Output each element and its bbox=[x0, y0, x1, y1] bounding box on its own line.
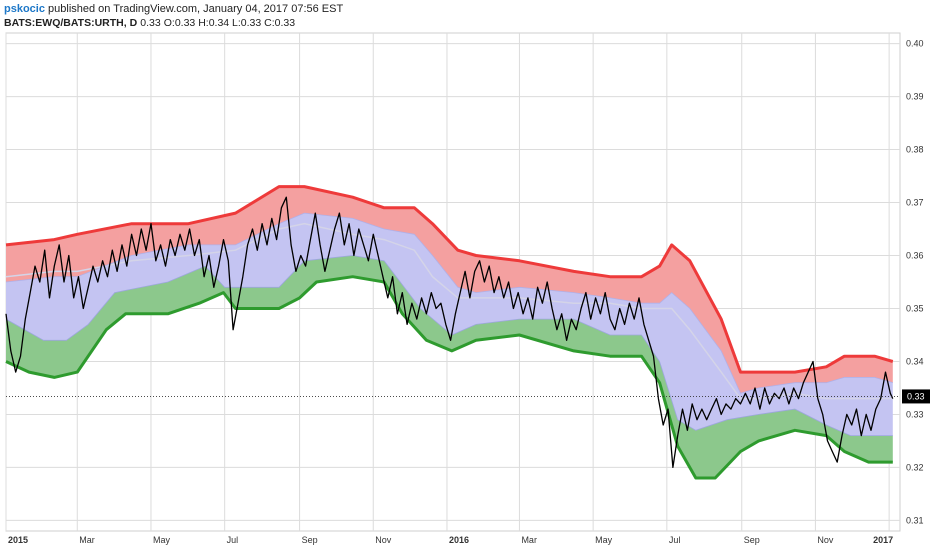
x-tick-label: May bbox=[595, 535, 613, 545]
symbol-line: BATS:EWQ/BATS:URTH, D 0.33 O:0.33 H:0.34… bbox=[4, 16, 343, 30]
y-tick-label: 0.36 bbox=[906, 251, 924, 261]
x-tick-label: May bbox=[153, 535, 171, 545]
x-tick-label: Jul bbox=[669, 535, 681, 545]
upper-band-line bbox=[5, 185, 894, 374]
x-tick-label: Sep bbox=[744, 535, 760, 545]
chart-header: pskocic published on TradingView.com, Ja… bbox=[4, 2, 343, 30]
x-tick-label: Mar bbox=[521, 535, 537, 545]
last-value-badge bbox=[902, 389, 930, 404]
x-tick-label: Sep bbox=[302, 535, 318, 545]
symbol-name: BATS:EWQ/BATS:URTH, D bbox=[4, 17, 138, 29]
x-tick-label: Jul bbox=[227, 535, 239, 545]
y-tick-label: 0.31 bbox=[906, 515, 924, 525]
x-tick-label: Nov bbox=[817, 535, 834, 545]
upper-inner-band-line bbox=[5, 212, 893, 394]
x-tick-label: Mar bbox=[79, 535, 95, 545]
upper-band-fill bbox=[6, 186, 893, 394]
y-tick-label: 0.33 bbox=[906, 409, 924, 419]
middle-band-fill bbox=[6, 213, 893, 436]
x-tick-label: 2017 bbox=[873, 535, 893, 545]
y-tick-label: 0.35 bbox=[906, 303, 924, 313]
lower-inner-band-line bbox=[5, 255, 893, 437]
axes: 0.31 0.32 0.33 0.34 0.35 0.36 0.37 0.38 0.39 0.40… bbox=[6, 39, 930, 545]
y-tick-label: 0.32 bbox=[906, 462, 924, 472]
publish-line: pskocic published on TradingView.com, Ja… bbox=[4, 2, 343, 16]
published-text: published on TradingView.com, January 04… bbox=[48, 3, 344, 15]
x-tick-label: Nov bbox=[375, 535, 392, 545]
last-value: 0.33 bbox=[140, 17, 161, 29]
y-tick-label: 0.34 bbox=[906, 356, 924, 366]
last-value-label: 0.33 bbox=[907, 391, 925, 401]
y-tick-label: 0.40 bbox=[906, 39, 924, 49]
author-link[interactable]: pskocic bbox=[4, 3, 45, 15]
y-tick-label: 0.38 bbox=[906, 145, 924, 155]
lower-band-line bbox=[5, 275, 893, 480]
y-tick-label: 0.37 bbox=[906, 198, 924, 208]
x-tick-label: 2016 bbox=[449, 535, 469, 545]
x-tick-label: 2015 bbox=[8, 535, 28, 545]
y-tick-label: 0.39 bbox=[906, 92, 924, 102]
ohlc-values: O:0.33 H:0.34 L:0.33 C:0.33 bbox=[163, 17, 296, 29]
